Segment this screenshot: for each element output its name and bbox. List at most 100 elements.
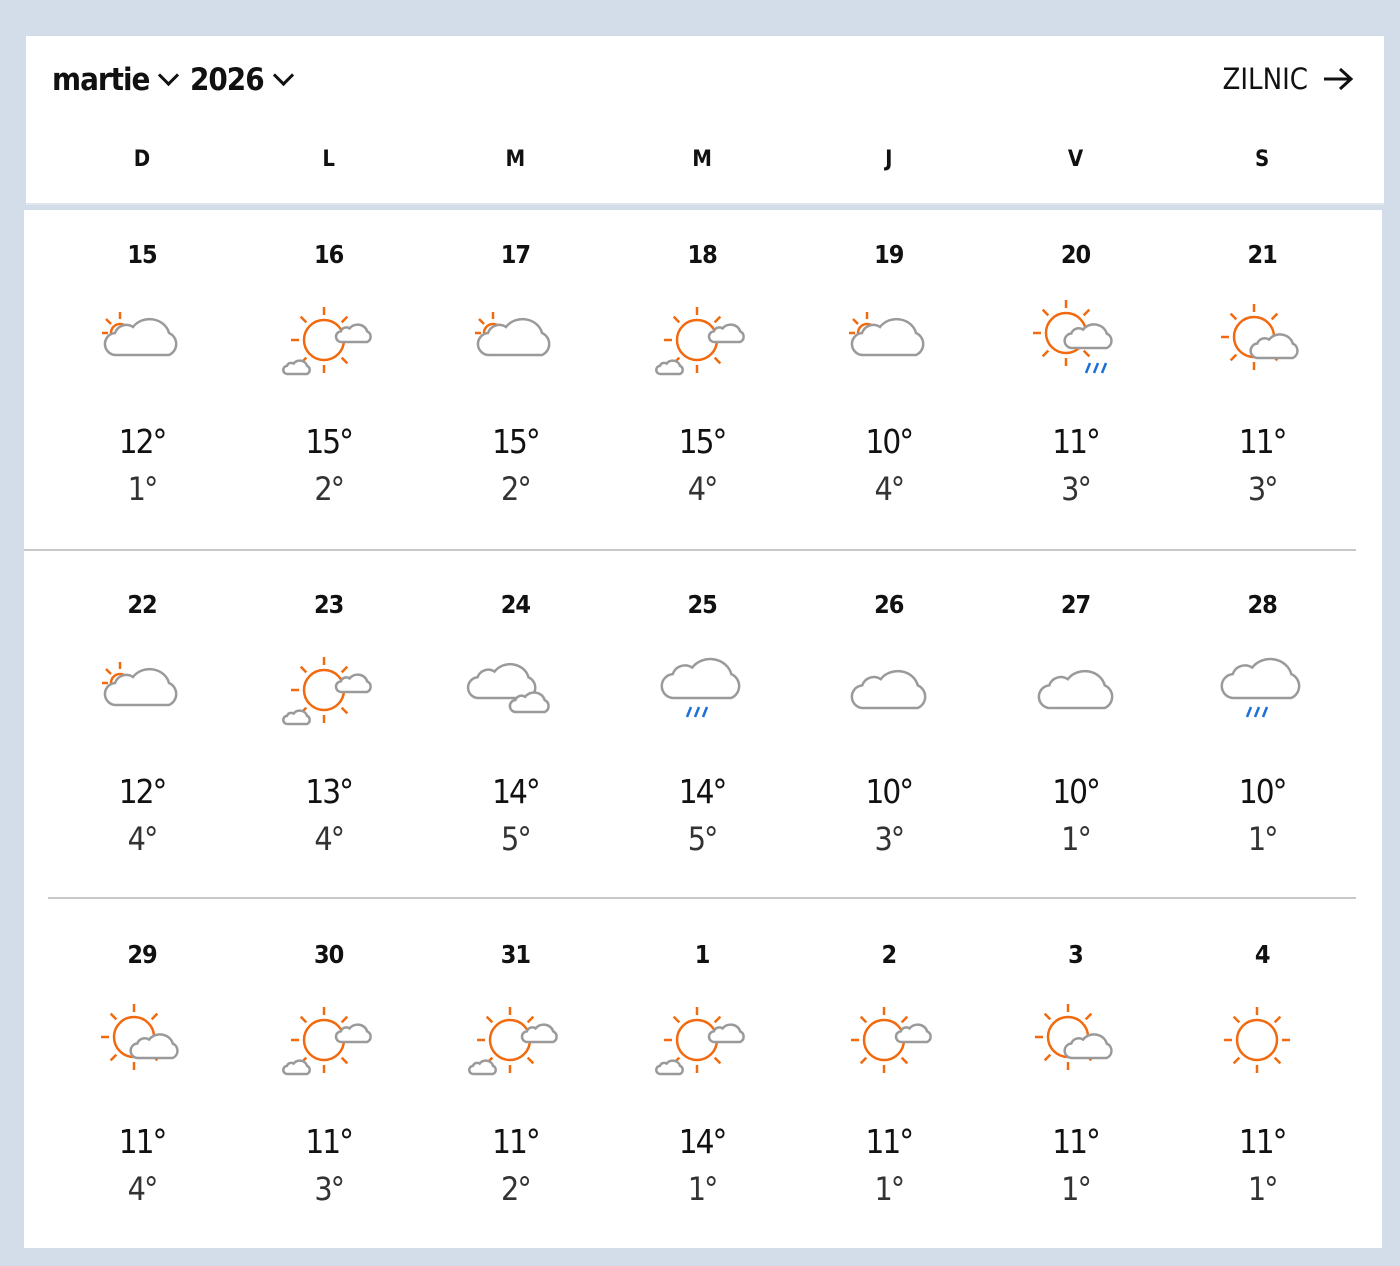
- day-date: 31: [500, 940, 531, 969]
- sun-cloud-icon: [1034, 1004, 1113, 1070]
- low-temp: 1°: [1061, 1170, 1092, 1208]
- high-temp: 15°: [492, 422, 541, 461]
- day-date: 19: [874, 240, 904, 269]
- low-temp: 4°: [127, 1170, 159, 1208]
- high-temp: 14°: [678, 772, 728, 811]
- low-temp: 3°: [314, 1170, 345, 1208]
- day-date: 18: [687, 240, 717, 269]
- low-temp: 2°: [501, 470, 532, 508]
- day-date: 25: [687, 590, 717, 619]
- low-temp: 1°: [1061, 820, 1092, 858]
- day-date: 1: [694, 940, 711, 969]
- low-temp: 3°: [874, 820, 905, 858]
- high-temp: 11°: [118, 1122, 168, 1161]
- high-temp: 10°: [1238, 772, 1288, 811]
- mostly-cloudy-icon: [102, 312, 178, 357]
- cloud-icon: [850, 669, 927, 710]
- day-date: 22: [127, 590, 157, 619]
- year-label: 2026: [190, 62, 265, 98]
- low-temp: 5°: [687, 820, 719, 858]
- high-temp: 13°: [305, 772, 354, 811]
- low-temp: 4°: [687, 470, 719, 508]
- high-temp: 14°: [678, 1122, 728, 1161]
- low-temp: 4°: [874, 470, 905, 508]
- partly-sunny-icon: [281, 1007, 372, 1076]
- mostly-cloudy-icon: [102, 662, 178, 707]
- weekday-header: M: [692, 147, 712, 172]
- weekday-header: D: [133, 147, 151, 172]
- chevron-down-icon: [272, 64, 294, 86]
- low-temp: 1°: [874, 1170, 905, 1208]
- month-select[interactable]: martie: [52, 62, 180, 98]
- day-date: 29: [127, 940, 157, 969]
- high-temp: 15°: [305, 422, 354, 461]
- daily-view-link[interactable]: ZILNIC: [1222, 62, 1354, 96]
- row-divider: [48, 897, 1356, 899]
- sun-small-cloud-icon: [850, 1007, 932, 1073]
- partly-sunny-icon: [281, 657, 372, 726]
- rain-icon: [660, 657, 741, 718]
- day-date: 26: [874, 590, 904, 619]
- calendar-header: [26, 36, 1384, 205]
- day-date: 27: [1060, 590, 1091, 619]
- daily-label: ZILNIC: [1222, 62, 1308, 96]
- low-temp: 1°: [1247, 1170, 1279, 1208]
- low-temp: 2°: [314, 470, 345, 508]
- weekday-header: M: [505, 147, 526, 172]
- arrow-right-icon: [1324, 67, 1354, 91]
- sun-cloud-rain-icon: [1032, 300, 1113, 374]
- high-temp: 11°: [492, 1122, 541, 1161]
- low-temp: 4°: [314, 820, 345, 858]
- high-temp: 11°: [1238, 1122, 1288, 1161]
- low-temp: 5°: [501, 820, 532, 858]
- high-temp: 15°: [678, 422, 728, 461]
- cloud-icon: [1037, 669, 1113, 710]
- day-date: 20: [1060, 240, 1091, 269]
- high-temp: 12°: [118, 772, 168, 811]
- sun-cloud-icon: [101, 1004, 179, 1070]
- high-temp: 11°: [305, 1122, 354, 1161]
- high-temp: 14°: [492, 772, 541, 811]
- cloudy-icon: [467, 662, 551, 714]
- day-date: 23: [314, 590, 344, 619]
- low-temp: 4°: [127, 820, 159, 858]
- day-date: 24: [500, 590, 531, 619]
- low-temp: 3°: [1061, 470, 1092, 508]
- low-temp: 2°: [501, 1170, 532, 1208]
- sunny-icon: [1224, 1007, 1291, 1073]
- weekday-header: L: [322, 147, 335, 172]
- high-temp: 10°: [865, 772, 914, 811]
- high-temp: 11°: [1052, 1122, 1101, 1161]
- weekday-header: V: [1067, 147, 1084, 172]
- partly-sunny-icon: [281, 307, 372, 376]
- year-select[interactable]: 2026: [190, 62, 294, 98]
- high-temp: 11°: [1238, 422, 1288, 461]
- day-date: 30: [314, 940, 344, 969]
- day-date: 2: [881, 940, 897, 969]
- mostly-cloudy-icon: [848, 312, 925, 357]
- partly-sunny-icon: [655, 1007, 745, 1076]
- day-date: 15: [127, 240, 157, 269]
- day-date: 21: [1247, 240, 1278, 269]
- low-temp: 1°: [687, 1170, 719, 1208]
- weekday-header: J: [885, 147, 893, 172]
- mostly-cloudy-icon: [475, 312, 551, 357]
- month-label: martie: [52, 62, 150, 98]
- day-date: 16: [314, 240, 344, 269]
- high-temp: 10°: [1052, 772, 1101, 811]
- low-temp: 3°: [1247, 470, 1279, 508]
- rain-icon: [1220, 657, 1301, 718]
- day-date: 3: [1068, 940, 1084, 969]
- low-temp: 1°: [127, 470, 159, 508]
- partly-sunny-icon: [655, 307, 745, 376]
- high-temp: 10°: [865, 422, 914, 461]
- high-temp: 11°: [1052, 422, 1101, 461]
- low-temp: 1°: [1247, 820, 1279, 858]
- partly-sunny-icon: [468, 1007, 559, 1076]
- sun-cloud-icon: [1221, 304, 1299, 370]
- day-date: 4: [1254, 940, 1271, 969]
- high-temp: 11°: [865, 1122, 914, 1161]
- day-date: 28: [1247, 590, 1278, 619]
- day-date: 17: [500, 240, 531, 269]
- calendar-grid: [24, 210, 1382, 1248]
